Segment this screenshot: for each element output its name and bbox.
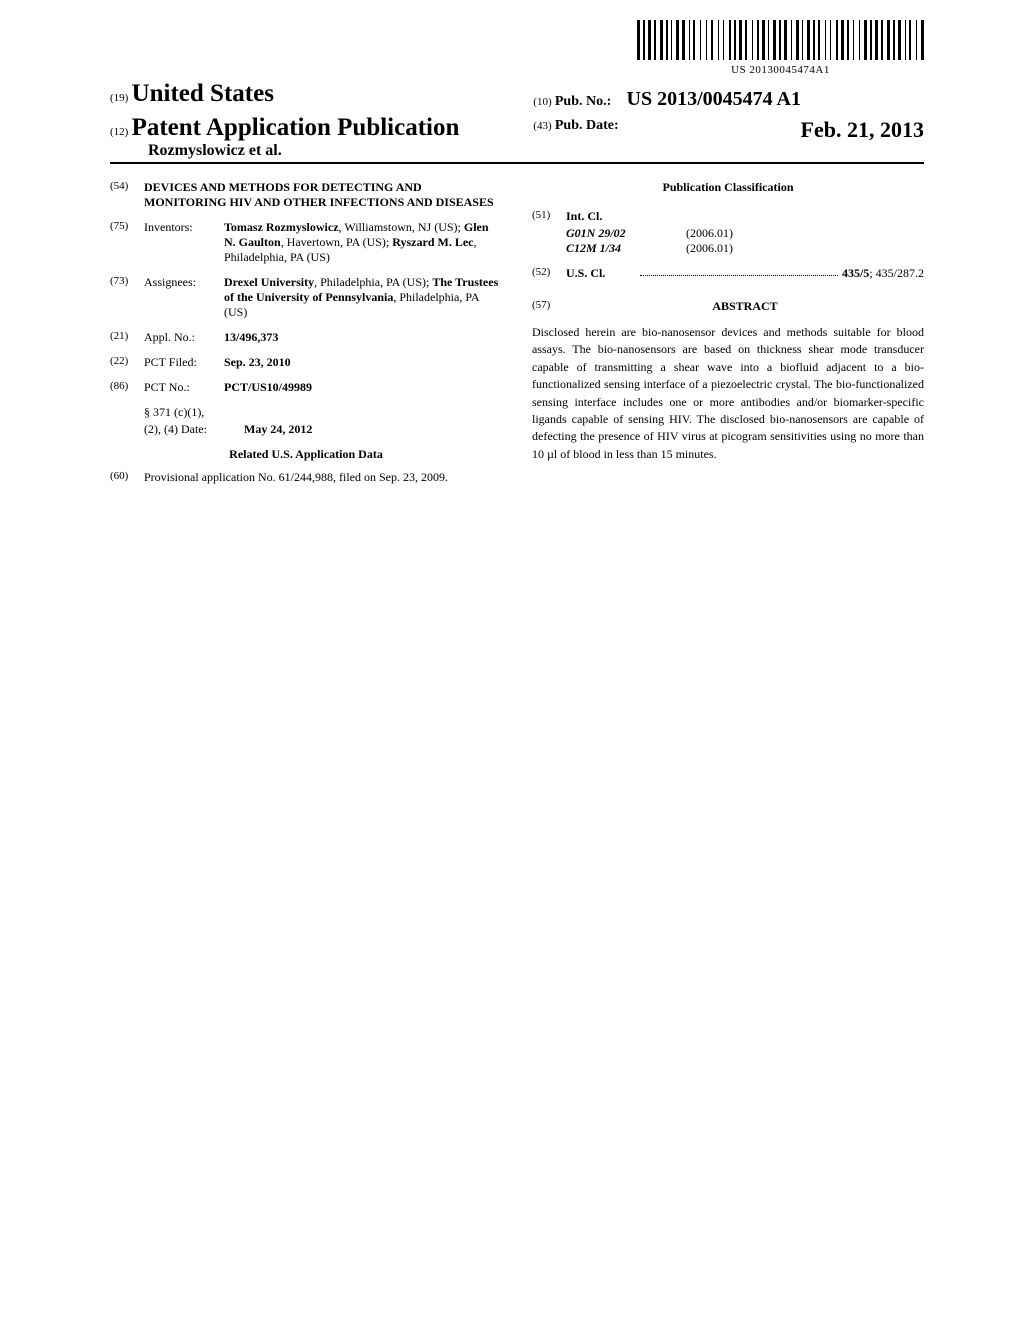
right-column: Publication Classification (51) Int. Cl.…	[532, 180, 924, 495]
publication-type: Patent Application Publication	[132, 114, 460, 141]
intcl-code: G01N 29/02	[566, 226, 686, 241]
field-uscl: (52) U.S. Cl. 435/5; 435/287.2	[532, 266, 924, 281]
header-right: (10) Pub. No.: US 2013/0045474 A1 (43) P…	[533, 80, 924, 143]
assignees-value: Drexel University, Philadelphia, PA (US)…	[224, 275, 502, 320]
code-pubtype: (12)	[110, 126, 128, 138]
intcl-year: (2006.01)	[686, 241, 733, 256]
pct-filed-label: PCT Filed:	[144, 355, 224, 370]
field-pct-no: (86) PCT No.: PCT/US10/49989	[110, 380, 502, 395]
code-54: (54)	[110, 180, 144, 210]
code-pubno: (10)	[533, 96, 551, 108]
provisional-text: Provisional application No. 61/244,988, …	[144, 470, 502, 485]
code-73: (73)	[110, 275, 144, 320]
uscl-secondary: 435/287.2	[876, 266, 924, 280]
intcl-code: C12M 1/34	[566, 241, 686, 256]
code-75: (75)	[110, 220, 144, 265]
pct-filed-value: Sep. 23, 2010	[224, 355, 502, 370]
inventors-label: Inventors:	[144, 220, 224, 265]
field-371b: (2), (4) Date: May 24, 2012	[110, 422, 502, 437]
classification-header: Publication Classification	[532, 180, 924, 195]
publication-date: Feb. 21, 2013	[801, 117, 924, 143]
country-name: United States	[132, 80, 274, 107]
header-left: (19) United States (12) Patent Applicati…	[110, 80, 501, 160]
intcl-year: (2006.01)	[686, 226, 733, 241]
section-371-line2: (2), (4) Date:	[144, 422, 244, 437]
content-columns: (54) DEVICES AND METHODS FOR DETECTING A…	[110, 180, 924, 495]
left-column: (54) DEVICES AND METHODS FOR DETECTING A…	[110, 180, 502, 495]
code-country: (19)	[110, 92, 128, 104]
inventor-name: Tomasz Rozmyslowicz	[224, 220, 339, 234]
related-data-header: Related U.S. Application Data	[110, 447, 502, 462]
code-57: (57)	[532, 299, 566, 314]
assignees-label: Assignees:	[144, 275, 224, 320]
intcl-label: Int. Cl.	[566, 209, 602, 224]
field-abstract-label: (57) ABSTRACT	[532, 299, 924, 314]
field-appl-no: (21) Appl. No.: 13/496,373	[110, 330, 502, 345]
pubno-line: (10) Pub. No.: US 2013/0045474 A1	[533, 88, 924, 111]
barcode-block: US 20130045474A1	[637, 20, 924, 76]
inventor-loc: Philadelphia, PA (US)	[224, 250, 330, 264]
appl-no-label: Appl. No.:	[144, 330, 224, 345]
pubdate-label: Pub. Date:	[555, 118, 619, 133]
inventor-name: Ryszard M. Lec	[392, 235, 473, 249]
field-371: § 371 (c)(1),	[110, 405, 502, 420]
code-blank	[110, 422, 144, 437]
barcode-image	[637, 20, 924, 60]
pubtype-line: (12) Patent Application Publication	[110, 114, 501, 142]
pubdate-line: (43) Pub. Date: Feb. 21, 2013	[533, 117, 924, 134]
intcl-row: G01N 29/02 (2006.01)	[566, 226, 924, 241]
uscl-label: U.S. Cl.	[566, 266, 636, 281]
appl-no-value: 13/496,373	[224, 330, 502, 345]
publication-number: US 2013/0045474 A1	[627, 88, 801, 110]
uscl-dots	[640, 266, 838, 276]
invention-title: DEVICES AND METHODS FOR DETECTING AND MO…	[144, 180, 502, 210]
country-line: (19) United States	[110, 80, 501, 108]
abstract-label: ABSTRACT	[566, 299, 924, 314]
uscl-primary: 435/5	[842, 266, 869, 280]
uscl-values: 435/5; 435/287.2	[842, 266, 924, 281]
header: (19) United States (12) Patent Applicati…	[110, 80, 924, 160]
pct-no-label: PCT No.:	[144, 380, 224, 395]
field-title: (54) DEVICES AND METHODS FOR DETECTING A…	[110, 180, 502, 210]
inventors-value: Tomasz Rozmyslowicz, Williamstown, NJ (U…	[224, 220, 502, 265]
code-86: (86)	[110, 380, 144, 395]
intcl-rows: G01N 29/02 (2006.01) C12M 1/34 (2006.01)	[566, 226, 924, 256]
abstract-text: Disclosed herein are bio-nanosensor devi…	[532, 324, 924, 463]
code-52: (52)	[532, 266, 566, 281]
field-pct-filed: (22) PCT Filed: Sep. 23, 2010	[110, 355, 502, 370]
assignee-name: Drexel University	[224, 275, 314, 289]
authors-line: Rozmyslowicz et al.	[148, 142, 501, 160]
section-371-line1: § 371 (c)(1),	[144, 405, 502, 420]
inventor-loc: Williamstown, NJ (US)	[344, 220, 457, 234]
code-21: (21)	[110, 330, 144, 345]
code-pubdate: (43)	[533, 120, 551, 132]
barcode-text: US 20130045474A1	[637, 64, 924, 76]
header-divider	[110, 162, 924, 164]
field-assignees: (73) Assignees: Drexel University, Phila…	[110, 275, 502, 320]
code-blank	[110, 405, 144, 420]
intcl-row: C12M 1/34 (2006.01)	[566, 241, 924, 256]
assignee-loc: Philadelphia, PA (US)	[320, 275, 426, 289]
code-51: (51)	[532, 209, 566, 224]
section-371-date: May 24, 2012	[244, 422, 502, 437]
pct-no-value: PCT/US10/49989	[224, 380, 502, 395]
field-inventors: (75) Inventors: Tomasz Rozmyslowicz, Wil…	[110, 220, 502, 265]
pubno-label: Pub. No.:	[555, 94, 611, 109]
inventor-loc: Havertown, PA (US)	[287, 235, 386, 249]
code-22: (22)	[110, 355, 144, 370]
field-intcl: (51) Int. Cl.	[532, 209, 924, 224]
code-60: (60)	[110, 470, 144, 485]
field-provisional: (60) Provisional application No. 61/244,…	[110, 470, 502, 485]
